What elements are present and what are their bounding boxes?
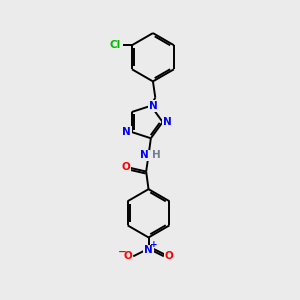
Text: O: O bbox=[124, 251, 132, 261]
Text: O: O bbox=[165, 251, 173, 261]
Text: O: O bbox=[121, 162, 130, 172]
Text: N: N bbox=[122, 127, 131, 137]
Text: −: − bbox=[118, 247, 127, 256]
Text: Cl: Cl bbox=[109, 40, 121, 50]
Text: H: H bbox=[152, 150, 161, 160]
Text: +: + bbox=[150, 240, 158, 249]
Text: N: N bbox=[163, 117, 172, 127]
Text: N: N bbox=[140, 150, 149, 160]
Text: N: N bbox=[149, 101, 158, 111]
Text: N: N bbox=[144, 245, 153, 255]
